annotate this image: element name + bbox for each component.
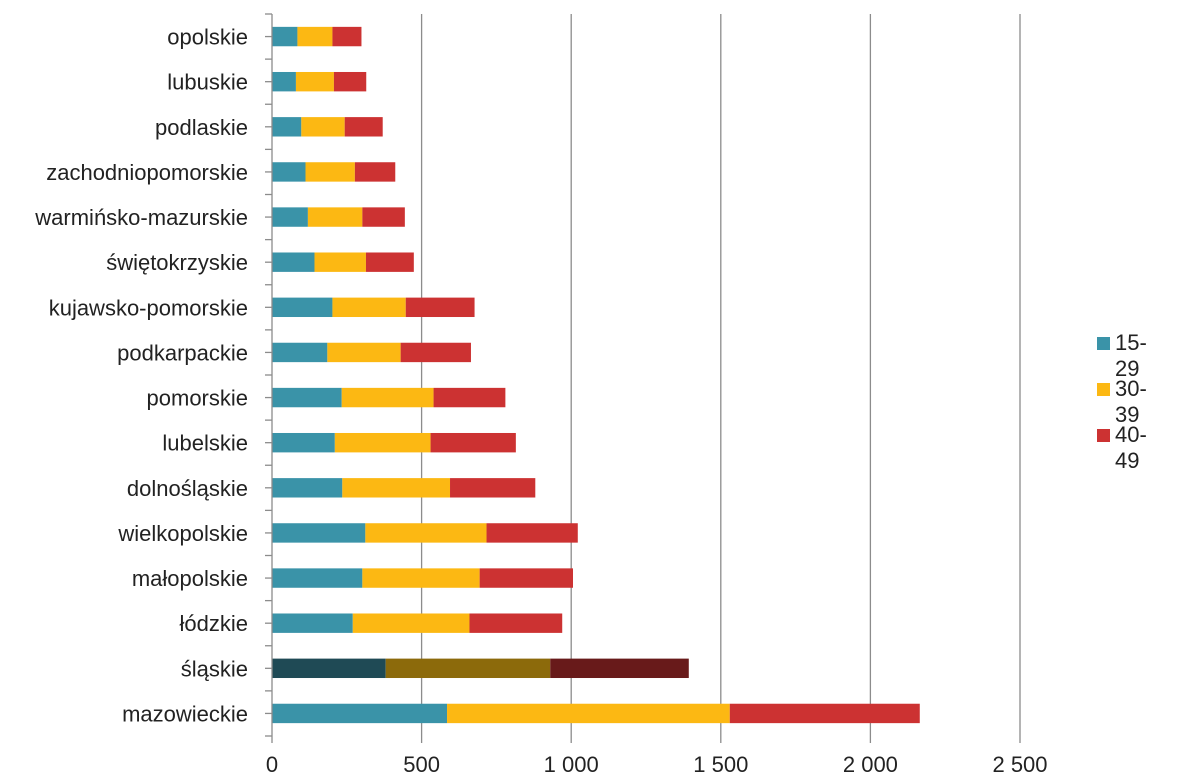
bar-segment	[272, 117, 302, 137]
axes	[265, 13, 1021, 743]
bar-segment	[341, 387, 434, 408]
x-tick-label: 0	[266, 752, 278, 777]
bar-segment	[272, 432, 335, 453]
category-label: łódzkie	[180, 611, 248, 636]
bar-segment	[272, 478, 343, 498]
bar-segment	[362, 568, 480, 588]
bar-segment	[301, 117, 345, 137]
bar-segment	[272, 342, 328, 363]
bar-segment	[450, 478, 536, 498]
category-label: kujawsko-pomorskie	[49, 295, 248, 320]
bar-segment	[430, 432, 516, 453]
bar-segment	[400, 342, 471, 363]
legend-label: 40-49	[1115, 422, 1147, 473]
legend-swatch	[1097, 383, 1110, 396]
category-label: podkarpackie	[117, 340, 248, 365]
bar-segment	[365, 523, 487, 543]
category-label: małopolskie	[132, 566, 248, 591]
bar-segment	[342, 478, 451, 498]
category-label: podlaskie	[155, 115, 248, 140]
bar-segment	[433, 387, 506, 408]
bar-segment	[362, 207, 405, 227]
bar-segment	[332, 297, 406, 318]
bar-segment	[550, 658, 689, 679]
bar-segment	[272, 568, 363, 588]
bar-segment	[272, 207, 308, 227]
bar-segment	[272, 613, 353, 633]
bar-segment	[272, 71, 296, 92]
bar-segment	[344, 117, 383, 137]
bar-segment	[314, 252, 366, 272]
legend-swatch	[1097, 429, 1110, 442]
bar-segment	[272, 162, 306, 182]
bar-segment	[307, 207, 363, 227]
legend-label: 30-39	[1115, 376, 1147, 427]
bar-segment	[447, 703, 730, 724]
bar-segment	[486, 523, 578, 543]
bar-segment	[469, 613, 563, 633]
bar-segment	[385, 658, 551, 679]
x-tick-label: 1 000	[544, 752, 599, 777]
bar-segment	[272, 297, 333, 318]
category-label: pomorskie	[147, 386, 248, 411]
category-label: świętokrzyskie	[106, 250, 248, 275]
category-label: lubelskie	[162, 431, 248, 456]
bar-segment	[333, 71, 367, 92]
legend-swatch	[1097, 337, 1110, 350]
category-label: warmińsko-mazurskie	[34, 205, 248, 230]
category-label: dolnośląskie	[127, 476, 248, 501]
bar-segment	[332, 26, 362, 47]
x-tick-label: 500	[403, 752, 440, 777]
category-label: lubuskie	[167, 70, 248, 95]
x-tick-label: 1 500	[693, 752, 748, 777]
bar-segment	[272, 387, 342, 408]
bar-segment	[272, 658, 386, 679]
bar-segment	[272, 26, 298, 47]
category-label: zachodniopomorskie	[46, 160, 248, 185]
bar-segment	[405, 297, 475, 318]
bar-segment	[729, 703, 920, 724]
legend-label: 15-29	[1115, 330, 1147, 381]
bar-segment	[354, 162, 396, 182]
bar-segment	[295, 71, 334, 92]
x-tick-labels: 0 500 1 000 1 500 2 000 2 500	[266, 752, 1048, 777]
bar-segment	[305, 162, 355, 182]
bar-segment	[297, 26, 333, 47]
category-label: mazowieckie	[122, 701, 248, 726]
category-label: wielkopolskie	[117, 521, 248, 546]
bars	[272, 26, 920, 724]
bar-segment	[272, 703, 448, 724]
x-tick-label: 2 500	[992, 752, 1047, 777]
bar-segment	[272, 523, 366, 543]
bar-segment	[365, 252, 414, 272]
category-label: śląskie	[181, 656, 248, 681]
bar-segment	[479, 568, 573, 588]
category-labels: mazowieckie śląskie łódzkie małopolskie wiel…	[34, 25, 248, 727]
bar-segment	[352, 613, 470, 633]
bar-segment	[327, 342, 401, 363]
x-tick-label: 2 000	[843, 752, 898, 777]
bar-segment	[334, 432, 431, 453]
category-label: opolskie	[167, 25, 248, 50]
bar-segment	[272, 252, 315, 272]
